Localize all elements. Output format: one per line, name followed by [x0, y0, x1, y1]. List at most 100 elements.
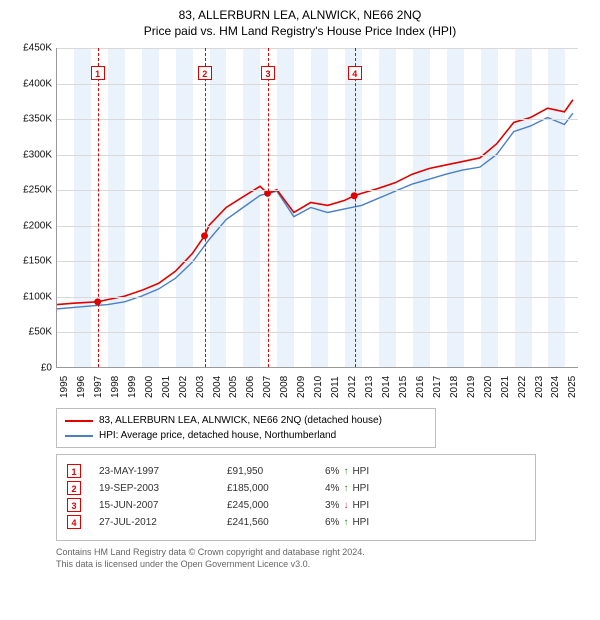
legend-swatch	[65, 435, 93, 437]
marker-label-box: 3	[261, 66, 275, 80]
transaction-diff: 4%↑HPI	[325, 483, 415, 494]
x-tick-label: 2023	[534, 376, 545, 398]
y-tick-label: £250K	[10, 185, 52, 196]
x-tick-label: 1996	[76, 376, 87, 398]
plot-region: 1 2 3 4	[56, 48, 578, 368]
x-tick-label: 2012	[347, 376, 358, 398]
marker-line	[205, 48, 206, 367]
legend-item: 83, ALLERBURN LEA, ALNWICK, NE66 2NQ (de…	[65, 413, 427, 428]
marker-line	[98, 48, 99, 367]
transaction-index-box: 3	[67, 498, 81, 512]
transaction-index-box: 1	[67, 464, 81, 478]
transaction-date: 23-MAY-1997	[99, 466, 209, 477]
transaction-diff: 6%↑HPI	[325, 517, 415, 528]
x-tick-label: 2016	[415, 376, 426, 398]
transaction-row: 123-MAY-1997£91,9506%↑HPI	[67, 464, 525, 478]
x-tick-label: 2004	[212, 376, 223, 398]
chart-lines-svg	[57, 48, 578, 367]
gridline-h	[57, 261, 578, 262]
x-tick-label: 2025	[567, 376, 578, 398]
transaction-price: £245,000	[227, 500, 307, 511]
x-tick-label: 1999	[127, 376, 138, 398]
x-axis-labels: 1995199619971998199920002001200220032004…	[56, 372, 578, 402]
transaction-suffix: HPI	[352, 466, 369, 477]
x-tick-label: 2024	[550, 376, 561, 398]
x-tick-label: 2007	[262, 376, 273, 398]
footnote-line2: This data is licensed under the Open Gov…	[56, 559, 310, 569]
footnote-line1: Contains HM Land Registry data © Crown c…	[56, 547, 365, 557]
x-tick-label: 2001	[161, 376, 172, 398]
x-tick-label: 2017	[432, 376, 443, 398]
transaction-row: 2 19-SEP-2003 £185,000 4%↑HPI	[67, 481, 525, 495]
transaction-date: 19-SEP-2003	[99, 483, 209, 494]
gridline-h	[57, 84, 578, 85]
transaction-pct: 6%	[325, 466, 339, 477]
marker-label-box: 1	[91, 66, 105, 80]
transaction-row: 315-JUN-2007£245,0003%↓HPI	[67, 498, 525, 512]
y-tick-label: £400K	[10, 78, 52, 89]
y-tick-label: £50K	[10, 327, 52, 338]
transaction-suffix: HPI	[352, 483, 369, 494]
x-tick-label: 1995	[59, 376, 70, 398]
marker-label-box: 4	[348, 66, 362, 80]
transaction-date: 15-JUN-2007	[99, 500, 209, 511]
gridline-h	[57, 297, 578, 298]
legend-label: 83, ALLERBURN LEA, ALNWICK, NE66 2NQ (de…	[99, 413, 382, 428]
x-tick-label: 2013	[364, 376, 375, 398]
x-tick-label: 2000	[144, 376, 155, 398]
marker-line	[355, 48, 356, 367]
transaction-pct: 3%	[325, 500, 339, 511]
legend-swatch	[65, 420, 93, 422]
legend-item: HPI: Average price, detached house, Nort…	[65, 428, 427, 443]
transaction-index-box: 2	[67, 481, 81, 495]
x-tick-label: 1997	[93, 376, 104, 398]
arrow-down-icon: ↓	[343, 500, 348, 511]
legend-label: HPI: Average price, detached house, Nort…	[99, 428, 336, 443]
x-tick-label: 2010	[313, 376, 324, 398]
x-tick-label: 2022	[517, 376, 528, 398]
legend-box: 83, ALLERBURN LEA, ALNWICK, NE66 2NQ (de…	[56, 408, 436, 448]
x-tick-label: 2014	[381, 376, 392, 398]
gridline-h	[57, 226, 578, 227]
gridline-h	[57, 119, 578, 120]
y-tick-label: £450K	[10, 43, 52, 54]
transaction-diff: 3%↓HPI	[325, 500, 415, 511]
x-tick-label: 2006	[245, 376, 256, 398]
y-tick-label: £0	[10, 363, 52, 374]
y-tick-label: £200K	[10, 220, 52, 231]
transaction-price: £241,560	[227, 517, 307, 528]
transaction-price: £185,000	[227, 483, 307, 494]
series-line	[57, 113, 573, 309]
title-address: 83, ALLERBURN LEA, ALNWICK, NE66 2NQ	[10, 8, 590, 22]
transaction-row: 427-JUL-2012£241,5606%↑HPI	[67, 515, 525, 529]
arrow-up-icon: ↑	[343, 466, 348, 477]
chart-container: 83, ALLERBURN LEA, ALNWICK, NE66 2NQ Pri…	[0, 0, 600, 620]
y-tick-label: £300K	[10, 149, 52, 160]
marker-label-box: 2	[198, 66, 212, 80]
chart-area: 1234 19951996199719981999200020012002200…	[10, 44, 590, 404]
gridline-h	[57, 48, 578, 49]
transaction-suffix: HPI	[352, 517, 369, 528]
transaction-date: 27-JUL-2012	[99, 517, 209, 528]
x-tick-label: 2021	[500, 376, 511, 398]
title-subtitle: Price paid vs. HM Land Registry's House …	[10, 24, 590, 38]
transaction-pct: 4%	[325, 483, 339, 494]
y-tick-label: £100K	[10, 291, 52, 302]
footnote: Contains HM Land Registry data © Crown c…	[56, 547, 590, 570]
y-tick-label: £350K	[10, 114, 52, 125]
transaction-index-box: 4	[67, 515, 81, 529]
x-tick-label: 2020	[483, 376, 494, 398]
x-tick-label: 2002	[178, 376, 189, 398]
y-tick-label: £150K	[10, 256, 52, 267]
x-tick-label: 2018	[449, 376, 460, 398]
series-line	[57, 100, 573, 305]
transaction-diff: 6% ↑ HPI	[325, 466, 415, 477]
gridline-h	[57, 155, 578, 156]
x-tick-label: 2011	[330, 376, 341, 398]
arrow-up-icon: ↑	[343, 517, 348, 528]
x-tick-label: 2015	[398, 376, 409, 398]
x-tick-label: 2003	[195, 376, 206, 398]
gridline-h	[57, 332, 578, 333]
marker-line	[268, 48, 269, 367]
x-tick-label: 2008	[279, 376, 290, 398]
